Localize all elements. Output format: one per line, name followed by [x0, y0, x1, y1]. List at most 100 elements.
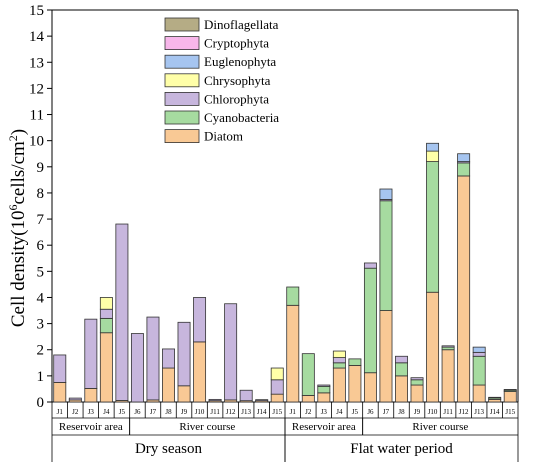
x-tick-label: J1	[290, 408, 297, 416]
bar-segment	[332, 362, 346, 369]
bar-segment	[84, 388, 98, 403]
bar-segment	[363, 372, 377, 403]
bar-segment	[379, 200, 393, 311]
bar-segment	[53, 354, 67, 383]
bar-segment	[488, 396, 502, 399]
bar-segment	[472, 384, 486, 403]
bar-segment	[317, 384, 331, 387]
legend-label: Chrysophyta	[204, 73, 271, 88]
x-tick-label: J15	[272, 408, 282, 416]
bar-segment	[503, 389, 517, 391]
x-tick-label: J14	[490, 408, 500, 416]
legend-swatch	[164, 129, 200, 144]
x-tick-label: J7	[383, 408, 390, 416]
legend-swatch	[164, 73, 200, 88]
bar-segment	[332, 367, 346, 403]
x-tick-label: J1	[57, 408, 64, 416]
y-tick-label: 10	[29, 134, 44, 150]
y-tick-label: 9	[37, 160, 45, 176]
bar-segment	[270, 367, 284, 381]
bar-segment	[363, 267, 377, 374]
bar-segment	[84, 318, 98, 389]
legend-swatch	[164, 17, 200, 32]
bar-segment	[162, 348, 175, 369]
y-tick-label: 8	[37, 186, 45, 202]
axis-layer	[47, 9, 519, 462]
x-tick-label: J9	[181, 408, 188, 416]
x-tick-label: J11	[210, 408, 220, 416]
bar-segment	[379, 310, 393, 403]
x-tick-label: J6	[367, 408, 374, 416]
bar-segment	[426, 150, 440, 162]
bar-segment	[457, 162, 471, 177]
legend-swatch	[164, 36, 200, 50]
bar-segment	[410, 384, 424, 403]
bar-segment	[348, 358, 362, 366]
bar-segment	[301, 353, 315, 396]
y-tick-label: 1	[37, 369, 45, 385]
legend-label: Chlorophyta	[204, 91, 269, 106]
x-tick-label: J11	[443, 408, 453, 416]
bar-segment	[395, 355, 408, 364]
x-tick-label: J14	[257, 408, 267, 416]
x-tick-label: J13	[241, 408, 251, 416]
bar-segment	[395, 362, 408, 377]
bar-segment	[68, 397, 82, 401]
group-label: Reservoir area	[292, 421, 356, 433]
bar-segment	[130, 333, 144, 403]
legend: Dinoflagellata Cryptophyta Euglenophyta Chr…	[164, 17, 279, 144]
legend-label: Cryptophyta	[204, 36, 269, 51]
bar-segment	[395, 375, 408, 403]
bar-segment	[426, 291, 440, 403]
legend-label: Cyanobacteria	[204, 110, 279, 125]
bar-segment	[457, 153, 471, 162]
bar-segment	[441, 349, 455, 403]
x-tick-label: J15	[505, 408, 515, 416]
x-tick-label: J3	[321, 408, 328, 416]
x-tick-label: J2	[305, 408, 312, 416]
y-tick-label: 15	[29, 3, 44, 19]
x-tick-label: J6	[134, 408, 141, 416]
bar-segment	[99, 332, 113, 403]
y-tick-label: 3	[37, 317, 45, 333]
y-tick-label: 2	[37, 343, 45, 359]
bar-segment	[363, 262, 377, 269]
x-tick-label: J13	[474, 408, 484, 416]
bar-segment	[472, 346, 486, 353]
bar-segment	[99, 317, 113, 334]
bar-segment	[193, 341, 207, 403]
bar-segment	[239, 389, 253, 402]
group-label: River course	[412, 421, 468, 433]
x-tick-label: J3	[88, 408, 95, 416]
bar-segment	[426, 142, 440, 152]
x-tick-label: J7	[150, 408, 157, 416]
x-tick-label: J4	[103, 408, 110, 416]
y-tick-label: 7	[37, 212, 45, 228]
y-tick-label: 13	[29, 55, 44, 71]
bar-segment	[270, 393, 284, 403]
bar-segment	[286, 304, 300, 403]
group-label: Reservoir area	[59, 421, 123, 433]
bar-segment	[348, 365, 362, 403]
bars-layer	[53, 142, 517, 403]
legend-swatch	[164, 54, 200, 69]
y-tick-label: 4	[37, 290, 45, 306]
x-tick-label: J12	[459, 408, 469, 416]
bar-segment	[410, 377, 424, 381]
y-tick-label: 11	[30, 108, 44, 124]
x-tick-label: J5	[352, 408, 359, 416]
legend-label: Diatom	[204, 129, 243, 144]
bar-segment	[255, 399, 269, 402]
y-tick-label: 0	[37, 395, 45, 411]
bar-segment	[99, 297, 113, 310]
bar-segment	[332, 350, 346, 358]
season-label: Flat water period	[350, 441, 453, 457]
group-label: River course	[179, 421, 235, 433]
bar-segment	[286, 286, 300, 306]
bar-segment	[193, 297, 207, 343]
bar-segment	[317, 392, 331, 403]
bar-segment	[317, 385, 331, 394]
bar-segment	[208, 398, 222, 402]
